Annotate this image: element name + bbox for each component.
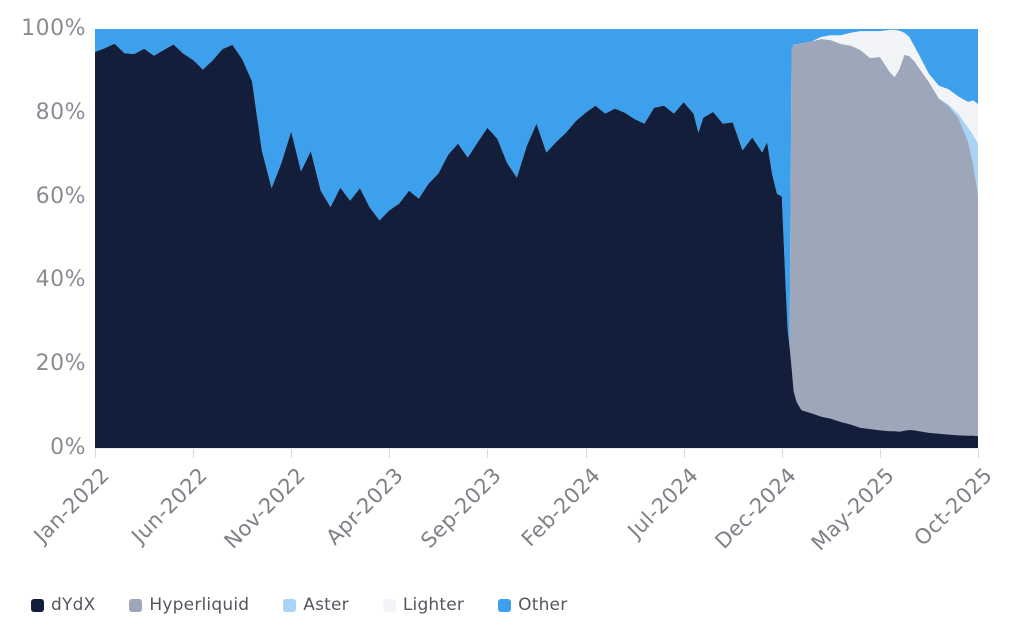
x-axis-tick — [389, 449, 391, 458]
x-axis-label: Dec-2024 — [710, 463, 801, 554]
dydx-swatch-icon — [31, 598, 44, 612]
area-dydx — [95, 43, 978, 448]
legend-item-dydx: dYdX — [31, 595, 95, 615]
legend: dYdX Hyperliquid Aster Lighter Other — [31, 595, 567, 615]
aster-swatch-icon — [283, 598, 297, 612]
x-axis-label: Sep-2023 — [416, 463, 507, 553]
x-axis-tick — [879, 449, 881, 458]
x-axis-label: Apr-2023 — [321, 463, 409, 550]
x-axis-tick — [978, 449, 979, 458]
x-axis-tick — [291, 449, 293, 458]
y-axis-label: 20% — [35, 351, 86, 376]
x-axis-label: Oct-2025 — [909, 463, 997, 551]
y-axis-label: 0% — [50, 435, 86, 460]
x-axis-tick — [781, 449, 783, 458]
legend-item-lighter: Lighter — [382, 595, 465, 615]
legend-label: Hyperliquid — [149, 595, 250, 615]
x-axis-tick — [487, 449, 489, 458]
x-axis-tick — [683, 449, 685, 458]
x-axis-label: Feb-2024 — [516, 463, 605, 552]
x-axis-label: May-2025 — [806, 463, 899, 556]
legend-item-hyperliquid: Hyperliquid — [129, 595, 249, 615]
y-axis-label: 40% — [35, 267, 86, 292]
other-swatch-icon — [498, 598, 512, 612]
y-axis-label: 60% — [35, 184, 86, 209]
legend-item-aster: Aster — [283, 595, 349, 615]
stacked-area-plot — [95, 29, 978, 448]
x-axis-tick — [585, 449, 587, 458]
x-axis-label: Jun-2022 — [127, 463, 213, 549]
x-axis-tick — [95, 449, 96, 458]
legend-item-other: Other — [498, 595, 567, 615]
plot-area — [95, 29, 978, 448]
x-axis-label: Jul-2024 — [622, 463, 703, 543]
legend-label: Aster — [303, 595, 349, 615]
x-axis-label: Nov-2022 — [219, 463, 311, 554]
hyperliquid-swatch-icon — [129, 598, 143, 612]
x-axis-label: Jan-2022 — [29, 463, 114, 548]
x-axis-tick — [193, 449, 195, 458]
legend-label: Other — [518, 595, 568, 615]
y-axis-label: 80% — [35, 100, 86, 125]
lighter-swatch-icon — [382, 598, 396, 612]
y-axis-label: 100% — [21, 16, 86, 41]
x-axis-line — [95, 448, 978, 449]
legend-label: dYdX — [51, 595, 96, 615]
legend-label: Lighter — [402, 595, 465, 615]
